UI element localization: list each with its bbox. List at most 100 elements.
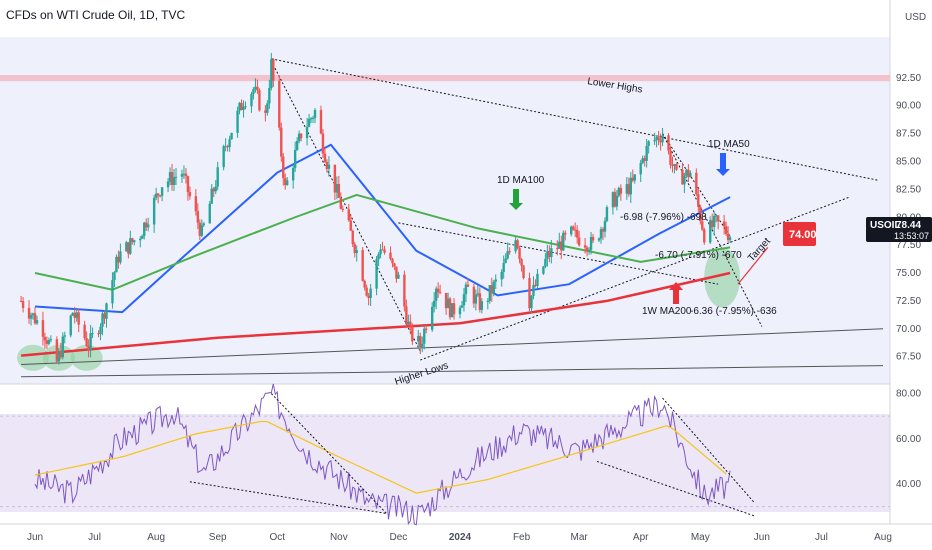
candle-body	[299, 133, 303, 139]
candle-body	[728, 237, 732, 241]
candle-body	[309, 118, 313, 120]
candle-body	[573, 229, 577, 231]
ma-line-1w-ma200	[20, 271, 731, 357]
candle-body	[550, 248, 553, 258]
candle-body	[256, 86, 259, 91]
price-badge[interactable]: USOIL 78.44 13:53:07	[866, 217, 932, 242]
candle-body	[57, 351, 61, 362]
candle-body	[681, 169, 684, 185]
candle-body	[21, 301, 25, 309]
time-tick-label: May	[691, 532, 710, 543]
candle-body	[143, 222, 146, 236]
candle-body	[490, 285, 493, 294]
candle-body	[236, 110, 239, 133]
candle-body	[129, 238, 132, 254]
candle-body	[196, 211, 200, 223]
candle-body	[695, 172, 698, 195]
candle-body	[242, 106, 245, 111]
candle-body	[697, 194, 700, 207]
candle-body	[258, 90, 261, 111]
time-tick-label: Feb	[513, 532, 531, 543]
candle-body	[154, 193, 158, 198]
moving-averages	[20, 143, 731, 357]
candle-body	[516, 240, 519, 249]
candle-body	[571, 226, 575, 230]
rsi-line-rsi	[34, 383, 731, 526]
candle-body	[645, 145, 648, 161]
candle-body	[188, 192, 192, 197]
candle-body	[230, 132, 233, 140]
candle-body	[63, 335, 66, 337]
candle-body	[29, 315, 33, 319]
ma100-arrow-shaft	[513, 189, 519, 204]
candle-body	[685, 169, 688, 176]
candle-body	[156, 193, 160, 196]
candle-body	[436, 288, 440, 293]
candle-body	[562, 232, 565, 251]
candle-body	[673, 164, 676, 166]
price-tick-label: 87.50	[896, 129, 921, 140]
candle-body	[655, 137, 658, 140]
time-tick-label: Dec	[390, 532, 408, 543]
candle-body	[131, 238, 134, 243]
candle-body	[381, 249, 384, 251]
candle-body	[458, 307, 462, 315]
candle-body	[423, 328, 426, 344]
price-pane-background	[0, 37, 890, 384]
candle-body	[716, 215, 720, 222]
candle-body	[425, 328, 428, 330]
candle-body	[409, 321, 412, 327]
axis-ticks: 67.50 70.00 72.50 75.00 77.50 80.00 82.50 85.00…	[27, 73, 922, 543]
higher-lows-trendline	[420, 196, 850, 361]
candle-body	[556, 248, 559, 250]
candle-body	[250, 93, 253, 107]
rsi-lines	[34, 383, 755, 526]
candle-body	[714, 215, 718, 217]
candle-body	[589, 236, 593, 250]
candle-body	[460, 305, 464, 308]
candle-body	[639, 162, 642, 175]
ma100-arrow-head	[509, 203, 523, 210]
candle-body	[633, 174, 636, 181]
candle-body	[355, 250, 358, 254]
candle-body	[419, 336, 422, 348]
candle-body	[91, 333, 94, 335]
candle-body	[514, 240, 517, 252]
candle-body	[462, 294, 466, 306]
candle-body	[89, 333, 92, 350]
candle-body	[711, 220, 714, 227]
candle-body	[284, 178, 287, 186]
candle-body	[228, 139, 231, 148]
candle-body	[337, 184, 341, 198]
candle-body	[85, 338, 88, 347]
candle-body	[73, 312, 76, 318]
candle-body	[268, 87, 271, 104]
candle-body	[194, 196, 198, 212]
time-tick-label: 2024	[449, 532, 472, 543]
lower-highs-trendline	[271, 58, 880, 181]
candle-body	[403, 274, 406, 307]
candle-body	[383, 249, 386, 253]
candle-body	[534, 284, 537, 287]
candle-body	[611, 192, 615, 208]
w200-label: 1W MA200	[642, 306, 692, 317]
annotations	[509, 153, 730, 304]
rsi-trend-c	[662, 397, 755, 503]
candle-body	[432, 300, 436, 307]
price-badge-value: 78.44	[896, 220, 921, 231]
candle-body	[520, 259, 523, 266]
price-tick-label: 72.50	[896, 296, 921, 307]
candle-body	[160, 187, 164, 196]
drop-label-1: -6.98 (-7.96%) -698	[620, 212, 707, 223]
candle-body	[544, 258, 547, 267]
candle-body	[434, 288, 438, 301]
candle-body	[252, 89, 255, 94]
candle-body	[657, 137, 660, 141]
candle-body	[119, 251, 122, 263]
candle-body	[222, 146, 225, 168]
rsi-trend-b	[189, 481, 387, 514]
candle-body	[361, 250, 364, 281]
candle-body	[603, 220, 607, 232]
time-tick-label: Aug	[874, 532, 892, 543]
ma50-arrow-head	[716, 169, 730, 176]
